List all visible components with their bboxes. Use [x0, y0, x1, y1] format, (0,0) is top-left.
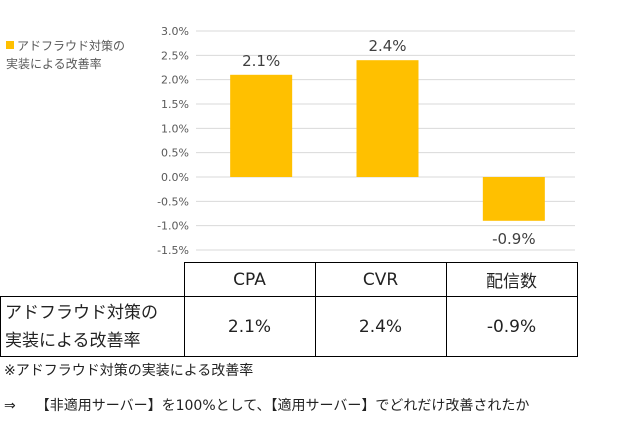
- table-row-label-line2: 実装による改善率: [5, 330, 141, 351]
- table-row: アドフラウド対策の 実装による改善率 2.1% 2.4% -0.9%: [0, 296, 578, 357]
- footnote-definition: ※アドフラウド対策の実装による改善率: [4, 363, 254, 379]
- table-header-row: CPA CVR 配信数: [0, 262, 578, 297]
- footnote-explanation: ⇒ 【非適用サーバー】を100%として、【適用サーバー】でどれだけ改善されたか: [4, 395, 529, 415]
- y-tick-label: 1.0%: [161, 122, 189, 135]
- y-tick-label: -0.5%: [157, 195, 189, 208]
- data-label-3: -0.9%: [492, 230, 536, 248]
- y-tick-label: 2.5%: [161, 49, 189, 62]
- table-row-label-line1: アドフラウド対策の: [5, 302, 158, 323]
- y-tick-label: 1.5%: [161, 98, 189, 111]
- data-labels: 2.1% 2.4% -0.9%: [242, 37, 535, 248]
- table-header-delivery-count: 配信数: [445, 262, 578, 297]
- table-corner-cell: [0, 262, 185, 297]
- table-value-cvr: 2.4%: [314, 296, 447, 357]
- bar-3: [482, 177, 545, 221]
- bars: [230, 60, 545, 221]
- y-tick-label: -1.0%: [157, 220, 189, 233]
- y-tick-label: 3.0%: [161, 25, 189, 38]
- table-value-delivery-count: -0.9%: [445, 296, 578, 357]
- bar-2: [356, 60, 419, 178]
- table-value-cpa: 2.1%: [183, 296, 316, 357]
- y-tick-label: 0.0%: [161, 171, 189, 184]
- y-axis-ticks: -1.5% -1.0% -0.5% 0.0% 0.5% 1.0% 1.5% 2.0% 2.5% 3…: [157, 25, 189, 257]
- data-label-1: 2.1%: [242, 52, 280, 70]
- arrow-icon: ⇒: [4, 398, 16, 414]
- legend: アドフラウド対策の 実装による改善率: [6, 37, 156, 73]
- bar-1: [230, 74, 293, 177]
- legend-label-line1: アドフラウド対策の: [17, 39, 126, 53]
- y-tick-label: 2.0%: [161, 74, 189, 87]
- data-label-2: 2.4%: [368, 37, 406, 55]
- legend-swatch: [6, 41, 14, 49]
- table-header-cvr: CVR: [314, 262, 447, 297]
- data-table: CPA CVR 配信数 アドフラウド対策の 実装による改善率 2.1% 2.4%…: [0, 262, 578, 357]
- legend-label-line2: 実装による改善率: [6, 57, 102, 71]
- table-row-label: アドフラウド対策の 実装による改善率: [0, 296, 185, 357]
- table-header-cpa: CPA: [183, 262, 316, 297]
- y-tick-label: 0.5%: [161, 147, 189, 160]
- improvement-rate-bar-chart: -1.5% -1.0% -0.5% 0.0% 0.5% 1.0% 1.5% 2.0% 2.5% 3…: [157, 25, 575, 257]
- footnote-explanation-text: 【非適用サーバー】を100%として、【適用サーバー】でどれだけ改善されたか: [35, 398, 530, 414]
- y-tick-label: -1.5%: [157, 244, 189, 257]
